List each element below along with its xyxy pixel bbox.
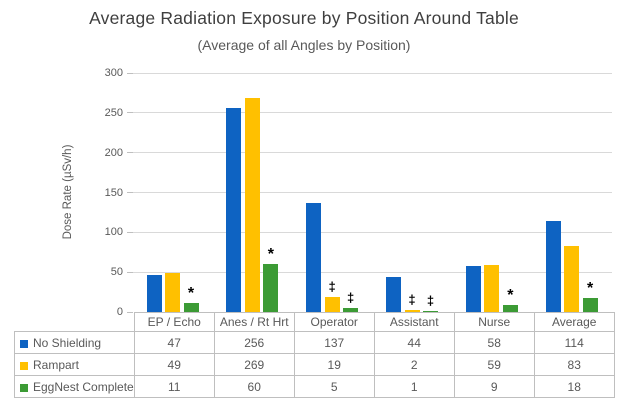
category-header-cell: Assistant (373, 312, 455, 332)
significance-dagger: ‡ (347, 290, 355, 306)
y-tick-mark (127, 192, 133, 193)
table-row: Rampart 49 269 19 2 59 83 (14, 353, 615, 376)
bar-rampart (564, 245, 580, 312)
value-cell: 269 (213, 353, 295, 376)
y-tick-mark (127, 271, 133, 273)
value-cell: 83 (533, 353, 615, 376)
table-corner-cell (15, 313, 135, 332)
bar-eggnest-complete (423, 311, 438, 312)
gridline (133, 192, 612, 193)
legend-cell: Rampart (14, 353, 135, 376)
y-tick-mark (127, 152, 133, 154)
y-tick-label: 300 (104, 67, 123, 79)
value-cell: 1 (373, 375, 455, 398)
value-cell: 58 (453, 331, 535, 354)
significance-star: * (267, 246, 274, 264)
chart-subtitle: (Average of all Angles by Position) (197, 37, 411, 53)
value-cell: 19 (293, 353, 375, 376)
significance-dagger: ‡ (328, 278, 336, 294)
gridline (133, 72, 612, 74)
bar-eggnest-complete (582, 297, 598, 312)
legend-cell: No Shielding (14, 331, 135, 354)
chart-title: Average Radiation Exposure by Position A… (89, 8, 519, 28)
y-tick-label: 50 (110, 266, 123, 279)
bar-no-shielding (386, 276, 401, 312)
gridline (133, 271, 612, 273)
value-cell: 137 (293, 331, 375, 354)
significance-star: * (587, 279, 594, 297)
bar-no-shielding (146, 274, 162, 312)
bar-rampart (484, 265, 500, 312)
bar-rampart (324, 296, 340, 312)
value-cell: 9 (453, 375, 535, 398)
table-row: No Shielding 47 256 137 44 58 114 (14, 331, 615, 354)
value-cell: 44 (373, 331, 455, 354)
y-tick-label: 200 (104, 146, 123, 159)
plot-area: 0 50 100 150 200 250 300 * * ‡ ‡ ‡ ‡ * * (105, 67, 612, 318)
legend-swatch (20, 383, 28, 392)
bar-rampart (404, 310, 420, 312)
category-header-cell: Average (533, 312, 615, 332)
significance-dagger: ‡ (426, 293, 435, 309)
y-tick-mark (127, 231, 133, 233)
value-cell: 256 (213, 331, 295, 354)
value-cell: 11 (133, 375, 215, 398)
gridline (133, 152, 612, 154)
value-cell: 47 (133, 331, 215, 354)
legend-swatch (20, 361, 28, 370)
bar-eggnest-complete (343, 308, 359, 312)
category-header-cell: Operator (293, 312, 375, 332)
legend-swatch (20, 339, 28, 348)
table-row: EggNest Complete 11 60 5 1 9 18 (14, 375, 615, 398)
category-header-cell: EP / Echo (133, 312, 215, 332)
y-tick-label: 150 (104, 186, 123, 199)
value-cell: 5 (293, 375, 375, 398)
category-header-row: EP / Echo Anes / Rt Hrt Operator Assistant N… (15, 312, 615, 332)
bar-rampart (244, 97, 260, 312)
y-tick-label: 100 (104, 226, 123, 239)
gridline (133, 112, 612, 114)
value-cell: 114 (533, 331, 615, 354)
y-tick-mark (127, 72, 133, 74)
y-tick-mark (127, 112, 133, 114)
y-tick-mark (127, 311, 133, 313)
value-cell: 2 (373, 353, 455, 376)
y-tick-label: 250 (104, 106, 123, 119)
bar-rampart (165, 272, 180, 312)
bar-eggnest-complete (183, 303, 199, 312)
bar-no-shielding (545, 221, 561, 312)
bar-eggnest-complete (263, 264, 279, 312)
bar-no-shielding (465, 265, 481, 312)
significance-star: * (187, 285, 195, 303)
legend-cell: EggNest Complete (14, 375, 135, 398)
category-header-cell: Anes / Rt Hrt (213, 312, 295, 332)
y-tick-label: 0 (116, 306, 123, 318)
value-cell: 60 (213, 375, 295, 398)
bar-no-shielding (306, 202, 322, 312)
data-table: EP / Echo Anes / Rt Hrt Operator Assistant N… (14, 312, 615, 398)
value-cell: 49 (133, 353, 215, 376)
legend-label: No Shielding (33, 335, 102, 350)
significance-dagger: ‡ (408, 292, 416, 308)
gridline (133, 231, 612, 233)
value-cell: 59 (453, 353, 535, 376)
bar-no-shielding (226, 108, 242, 312)
bar-eggnest-complete (502, 304, 518, 312)
legend-label: Rampart (33, 357, 80, 372)
significance-star: * (507, 286, 514, 304)
category-header-cell: Nurse (453, 312, 535, 332)
value-cell: 18 (533, 375, 615, 398)
legend-label: EggNest Complete (33, 379, 134, 394)
